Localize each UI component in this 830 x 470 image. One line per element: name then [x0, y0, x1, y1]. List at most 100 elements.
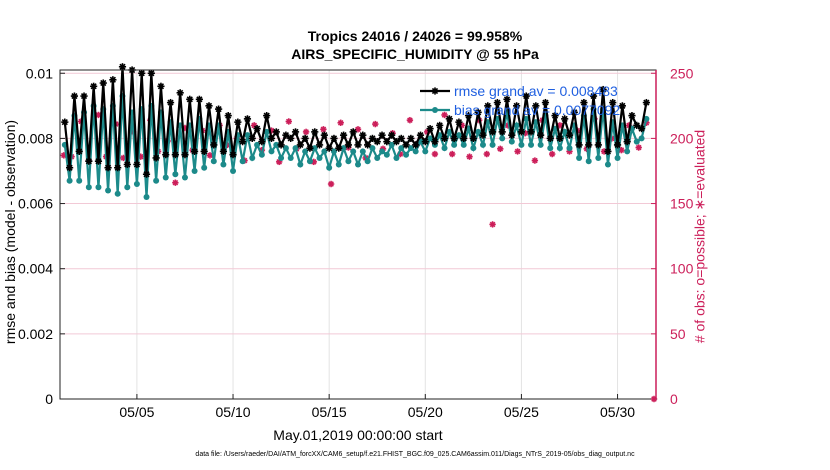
legend-label: rmse grand av = 0.008483 — [454, 83, 618, 99]
bias-point — [76, 177, 83, 184]
rmse-point — [157, 82, 165, 90]
bias-point — [455, 132, 462, 139]
obs-count-point — [497, 145, 504, 153]
bias-point — [489, 141, 496, 148]
rmse-point — [513, 102, 521, 110]
rmse-point — [85, 157, 93, 165]
bias-point — [441, 145, 448, 152]
bias-point — [302, 148, 309, 155]
rmse-point — [613, 141, 622, 149]
rmse-point — [431, 138, 439, 146]
rmse-point — [580, 98, 588, 107]
rmse-point — [551, 112, 559, 120]
rmse-point — [176, 89, 184, 97]
legend-marker — [431, 87, 439, 95]
rmse-point — [604, 147, 612, 156]
rmse-point — [70, 92, 79, 100]
rmse-point — [166, 98, 175, 107]
rmse-point — [359, 131, 367, 139]
rmse-point — [436, 121, 444, 129]
bias-point — [470, 145, 477, 152]
rmse-point — [445, 115, 453, 123]
rmse-point — [383, 138, 391, 146]
rmse-point — [99, 79, 107, 87]
rmse-point — [388, 131, 396, 139]
bias-point — [518, 141, 525, 148]
rmse-point — [258, 138, 266, 146]
rmse-point — [412, 141, 420, 149]
rmse-point — [628, 112, 636, 120]
rmse-point — [253, 125, 261, 133]
bias-point — [273, 141, 280, 148]
bias-point — [124, 184, 131, 191]
y2-tick-label: 150 — [670, 196, 694, 212]
rmse-point — [522, 92, 530, 100]
bias-point — [614, 154, 621, 161]
y2-tick-label: 250 — [670, 65, 694, 81]
rmse-point — [267, 134, 276, 143]
bias-point — [263, 128, 270, 135]
rmse-point — [335, 144, 343, 152]
rmse-point — [311, 128, 319, 136]
rmse-point — [556, 134, 564, 143]
x-tick-label: 05/10 — [216, 404, 251, 420]
rmse-point — [575, 141, 583, 149]
series-layer — [60, 63, 658, 403]
rmse-point — [344, 141, 352, 149]
bias-point — [335, 161, 342, 168]
bias-point — [105, 187, 112, 194]
bias-point — [292, 145, 299, 152]
bias-point — [153, 177, 160, 184]
rmse-point — [315, 141, 324, 149]
obs-count-point — [441, 111, 448, 119]
bias-point — [412, 148, 419, 155]
rmse-point — [426, 125, 434, 133]
bias-point — [191, 167, 198, 174]
y-tick-label: 0.008 — [18, 130, 53, 146]
rmse-series-line — [63, 66, 648, 175]
rmse-point — [123, 160, 131, 169]
legend-label: bias grand av = 0.0077092 — [454, 102, 620, 118]
bias-point — [355, 161, 361, 168]
rmse-point — [378, 131, 386, 139]
rmse-point — [306, 144, 314, 152]
rmse-point — [75, 147, 83, 156]
rmse-point — [532, 102, 540, 110]
bias-point — [278, 154, 285, 161]
bias-point — [403, 151, 410, 158]
rmse-point — [537, 131, 545, 139]
rmse-point — [354, 141, 362, 149]
y-tick-label: 0.002 — [18, 326, 53, 342]
rmse-point — [339, 131, 348, 139]
rmse-point — [287, 134, 295, 143]
bias-point — [239, 158, 246, 165]
rmse-point — [210, 141, 218, 149]
bias-point — [364, 158, 371, 165]
bias-point — [359, 148, 366, 155]
bias-point — [508, 138, 515, 145]
y-tick-label: 0.004 — [18, 261, 53, 277]
rmse-point — [397, 134, 405, 143]
bias-point — [143, 194, 150, 201]
bias-point — [181, 174, 188, 181]
x-tick-label: 05/25 — [504, 404, 539, 420]
obs-count-point — [466, 153, 473, 160]
rmse-point — [503, 95, 511, 103]
rmse-point — [469, 134, 477, 143]
rmse-point — [498, 128, 506, 136]
bias-point — [374, 154, 381, 161]
rmse-point — [239, 138, 247, 146]
x-axis-label: May.01,2019 00:00:00 start — [273, 427, 443, 443]
rmse-point — [330, 134, 338, 143]
bias-point — [210, 158, 217, 165]
bias-point — [201, 164, 208, 171]
bias-point — [321, 148, 328, 155]
bias-point — [407, 145, 414, 152]
rmse-point — [142, 170, 151, 178]
bias-point — [220, 161, 227, 168]
bias-point — [585, 158, 592, 165]
rmse-point — [642, 98, 650, 107]
rmse-point — [109, 76, 117, 84]
bias-point — [114, 190, 121, 197]
